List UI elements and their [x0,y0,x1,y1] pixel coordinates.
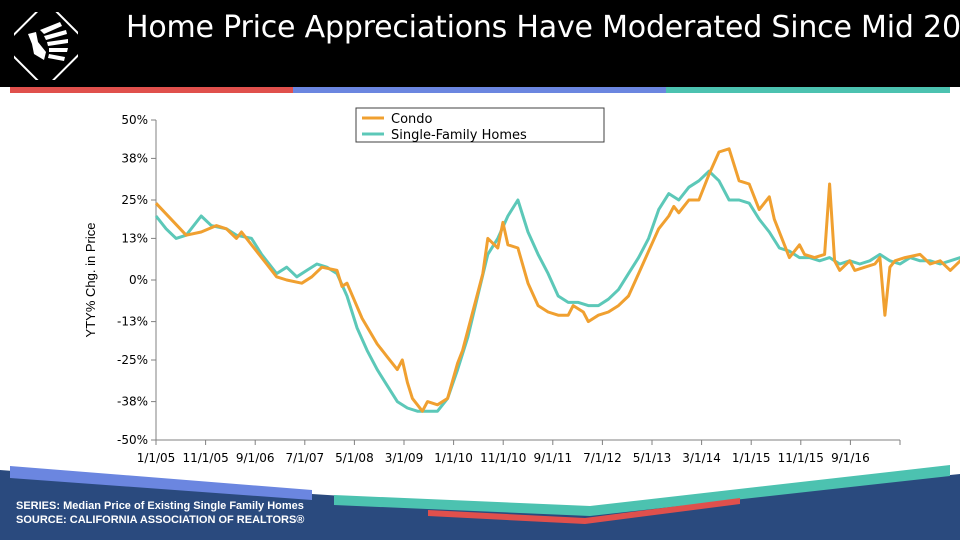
y-tick-label: 25% [121,193,148,207]
y-axis-label: YTY% Chg. in Price [83,223,98,338]
x-tick-label: 3/1/09 [385,451,424,465]
legend-label-sfh: Single-Family Homes [391,128,527,143]
x-tick-label: 11/1/15 [778,451,824,465]
y-tick-label: 38% [121,151,148,165]
x-tick-label: 5/1/13 [633,451,672,465]
y-tick-label: 13% [121,231,148,245]
x-tick-label: 7/1/07 [285,451,324,465]
y-tick-label: -13% [117,315,148,329]
y-tick-label: 0% [129,273,148,287]
x-tick-label: 5/1/08 [335,451,374,465]
california-logo-icon [14,12,78,80]
series-note: SERIES: Median Price of Existing Single … [16,500,304,512]
series-line-condo [154,147,960,413]
source-note: SOURCE: CALIFORNIA ASSOCIATION OF REALTO… [16,514,305,526]
legend-label-condo: Condo [391,112,433,127]
accent-stripe-teal [666,87,950,93]
x-tick-label: 1/1/05 [137,451,176,465]
header-bar: Home Price Appreciations Have Moderated … [0,0,960,87]
footer-notes: SERIES: Median Price of Existing Single … [16,499,304,527]
y-tick-label: -25% [117,353,148,367]
legend: Condo Single-Family Homes [355,107,605,143]
y-tick-label: -50% [117,433,148,447]
series-line-sfh [154,169,960,413]
x-tick-label: 9/1/06 [236,451,275,465]
line-chart: 50% 38% 25% 13% 0% -13% -25% -38% -50% 1/1/05 11/… [83,107,960,465]
x-tick-label: 1/1/10 [434,451,473,465]
accent-stripe-red [10,87,293,93]
y-tick-label: -38% [117,395,148,409]
x-tick-label: 9/1/16 [831,451,870,465]
x-tick-label: 3/1/14 [682,451,721,465]
x-tick-label: 1/1/15 [732,451,771,465]
footer-banner [0,465,960,540]
y-tick-label: 50% [121,113,148,127]
y-axis-ticks: 50% 38% 25% 13% 0% -13% -25% -38% -50% [117,113,156,447]
series-lines [154,147,960,413]
x-tick-label: 9/1/11 [533,451,572,465]
x-axis-ticks: 1/1/05 11/1/05 9/1/06 7/1/07 5/1/08 3/1/09 1/1… [137,440,901,465]
x-tick-label: 11/1/10 [480,451,526,465]
accent-stripe-blue [293,87,666,93]
x-tick-label: 7/1/12 [583,451,622,465]
x-tick-label: 11/1/05 [182,451,228,465]
page-title: Home Price Appreciations Have Moderated … [126,10,960,45]
